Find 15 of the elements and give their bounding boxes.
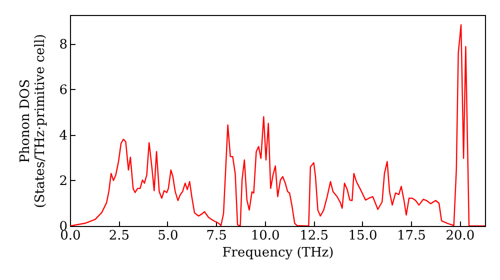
y-tick-label: 4 [59,128,68,144]
x-tick-label: 2.5 [108,228,130,244]
y-axis-title: Phonon DOS (States/THz·primitive cell) [18,34,48,208]
x-tick-label: 15.0 [348,228,378,244]
y-tick-label: 8 [59,37,68,52]
x-tick-label: 10.0 [250,228,280,244]
y-tick-label: 2 [59,174,68,189]
y-tick-label: 6 [59,82,68,98]
x-tick-label: 5.0 [158,228,178,244]
x-tick-label: 12.5 [300,228,329,244]
x-tick-label: 20.0 [446,228,475,244]
x-axis-title: Frequency (THz) [222,246,334,260]
x-tick-label: 7.5 [206,228,227,244]
line-series [70,24,485,226]
x-tick-label: 17.5 [396,228,426,244]
